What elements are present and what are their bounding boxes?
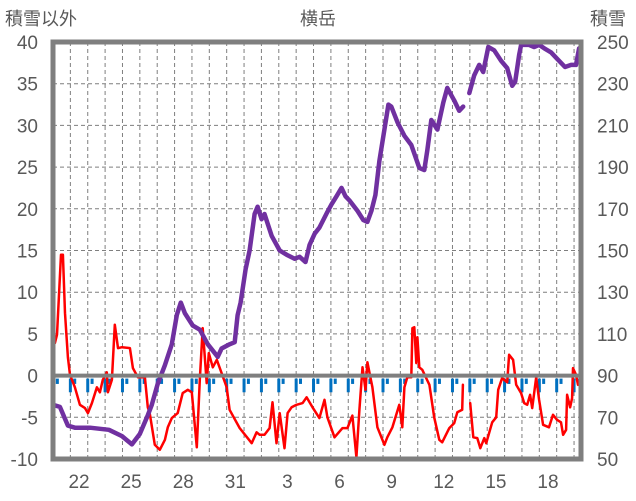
- left-tick-label: 15: [17, 242, 38, 263]
- right-tick-label: 210: [597, 116, 629, 137]
- left-tick-label: 10: [17, 283, 38, 304]
- plot-border: [50, 39, 584, 462]
- bar: [381, 378, 385, 393]
- bar: [207, 378, 211, 393]
- x-tick-label: 9: [386, 472, 397, 493]
- bar: [503, 378, 507, 393]
- bar: [264, 378, 268, 384]
- bar: [485, 378, 489, 393]
- bar: [86, 378, 90, 393]
- bar: [333, 378, 337, 384]
- bar: [229, 378, 233, 384]
- bar: [455, 378, 459, 384]
- x-tick-label: 22: [68, 472, 89, 493]
- bar: [468, 378, 472, 393]
- right-tick-label: 110: [597, 325, 627, 346]
- tick-labels: 4035302520151050-5-102502302101901701501…: [11, 33, 629, 493]
- bar: [316, 378, 320, 384]
- snow-depth-line: [50, 42, 582, 447]
- x-tick-label: 18: [537, 472, 558, 493]
- x-tick-label: 3: [282, 472, 293, 493]
- x-tick-label: 6: [334, 472, 345, 493]
- left-tick-label: -10: [11, 450, 38, 471]
- bar: [103, 378, 107, 393]
- temperature-line: [52, 253, 580, 459]
- bar: [524, 378, 528, 384]
- bar: [559, 378, 563, 384]
- bar: [329, 378, 333, 393]
- bar: [212, 378, 216, 384]
- line-series: [50, 42, 582, 459]
- bar: [242, 378, 246, 393]
- bar: [416, 378, 420, 393]
- bar: [351, 378, 355, 384]
- bar: [346, 378, 350, 393]
- bar: [403, 378, 407, 384]
- bar: [281, 378, 285, 384]
- bar: [190, 378, 194, 393]
- right-tick-label: 170: [597, 200, 629, 221]
- bar: [73, 378, 77, 384]
- bar: [542, 378, 546, 384]
- bar: [120, 378, 124, 393]
- bar: [420, 378, 424, 384]
- bar-series: [51, 378, 580, 393]
- left-tick-label: -5: [21, 408, 38, 429]
- bar: [259, 378, 263, 393]
- bar: [125, 378, 129, 384]
- right-tick-label: 190: [597, 158, 629, 179]
- bar: [472, 378, 476, 384]
- right-tick-label: 90: [597, 367, 618, 388]
- right-tick-label: 250: [597, 33, 629, 54]
- left-tick-label: 30: [17, 116, 38, 137]
- right-axis-label: 積雪: [590, 9, 626, 30]
- left-tick-label: 40: [17, 33, 38, 54]
- bar: [450, 378, 454, 393]
- left-tick-label: 5: [27, 325, 38, 346]
- left-axis-label: 積雪以外: [5, 9, 77, 30]
- bar: [507, 378, 511, 384]
- right-tick-label: 130: [597, 283, 629, 304]
- bar: [277, 378, 281, 393]
- bar: [299, 378, 302, 384]
- x-tick-label: 12: [433, 472, 454, 493]
- bar: [433, 378, 437, 393]
- left-tick-label: 0: [27, 367, 38, 388]
- right-tick-label: 230: [597, 75, 629, 96]
- bar: [398, 378, 402, 393]
- bar: [572, 378, 576, 393]
- left-tick-label: 20: [17, 200, 38, 221]
- bar: [68, 378, 72, 393]
- bar: [55, 378, 59, 384]
- bar: [177, 378, 181, 384]
- right-tick-label: 50: [597, 450, 618, 471]
- right-tick-label: 70: [597, 408, 618, 429]
- left-tick-label: 25: [17, 158, 38, 179]
- x-tick-label: 25: [121, 472, 142, 493]
- bar: [194, 378, 198, 384]
- bar: [246, 378, 250, 384]
- bar: [520, 378, 524, 393]
- x-tick-label: 28: [173, 472, 194, 493]
- right-tick-label: 150: [597, 242, 629, 263]
- bar: [160, 378, 164, 384]
- gridlines: [53, 42, 581, 459]
- bar: [294, 378, 298, 393]
- bar: [173, 378, 177, 393]
- left-tick-label: 35: [17, 75, 38, 96]
- bar: [537, 378, 541, 393]
- bar: [312, 378, 316, 393]
- x-tick-label: 31: [225, 472, 246, 493]
- bar: [90, 378, 94, 384]
- chart-title: 横岳: [300, 9, 336, 30]
- plot-frame: [50, 39, 584, 462]
- bar: [437, 378, 441, 384]
- bar: [555, 378, 559, 393]
- bar: [385, 378, 389, 384]
- bar: [138, 378, 142, 393]
- bar: [490, 378, 494, 384]
- bar: [107, 378, 111, 384]
- x-tick-label: 15: [485, 472, 506, 493]
